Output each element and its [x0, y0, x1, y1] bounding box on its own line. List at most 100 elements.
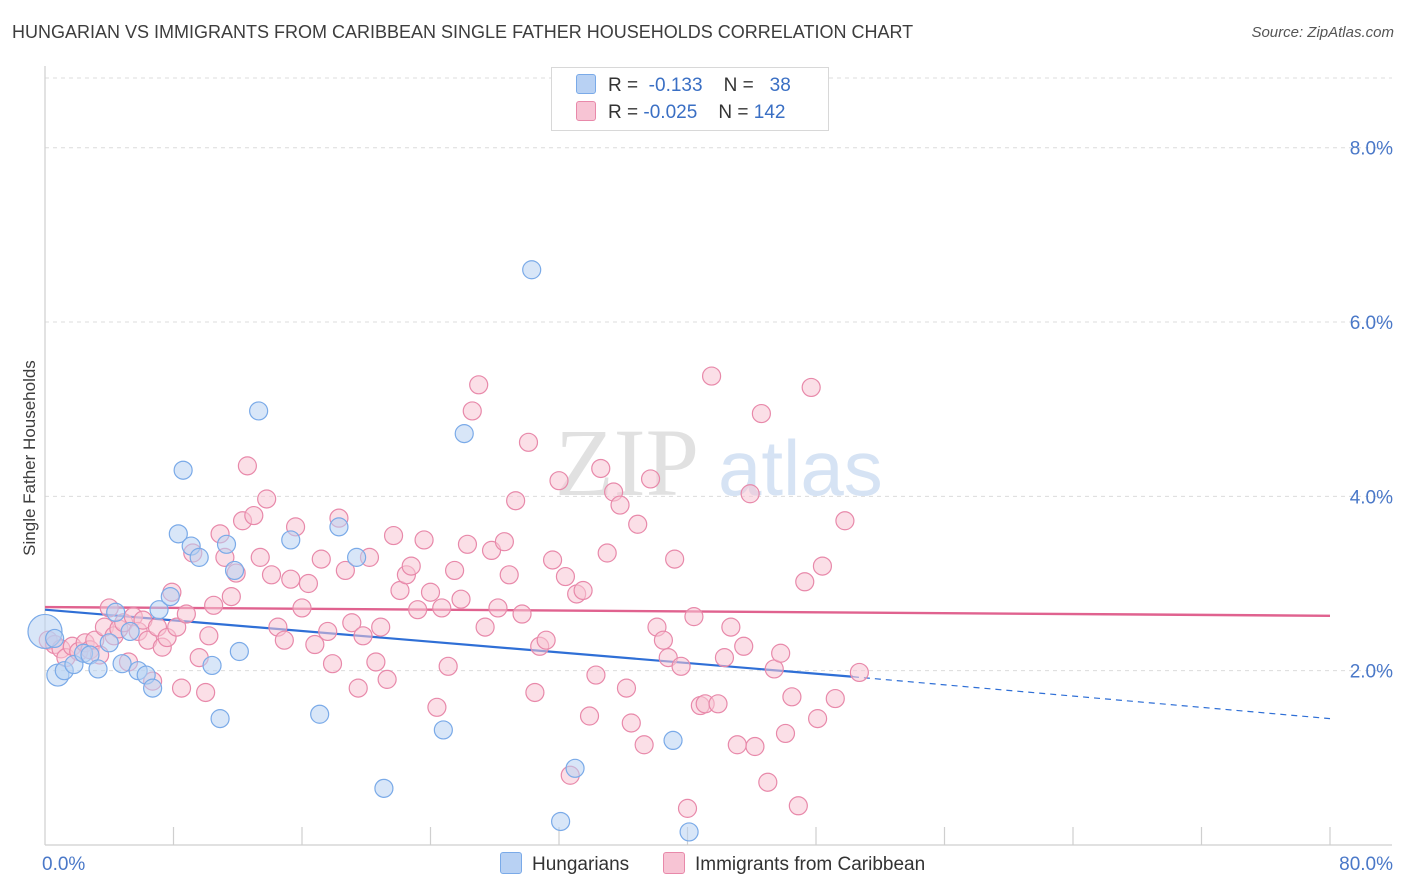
caribbean-point: [176, 604, 196, 624]
axes: [44, 66, 1392, 846]
caribbean-point: [825, 688, 845, 709]
caribbean-point: [414, 530, 434, 550]
hungarians-point: [329, 517, 349, 537]
caribbean-point: [555, 566, 576, 587]
caribbean-point: [621, 713, 641, 733]
caribbean-point: [383, 525, 404, 546]
caribbean-point: [305, 634, 325, 655]
y-tick-label: 2.0%: [1350, 662, 1393, 683]
caribbean-point: [775, 723, 796, 744]
legend-swatch-hungarians: [576, 74, 596, 94]
tick-labels: 2.0% 4.0% 6.0% 8.0% 0.0% 80.0%: [42, 139, 1393, 875]
caribbean-point: [808, 709, 828, 729]
caribbean-point: [281, 569, 301, 589]
caribbean-point: [573, 580, 593, 601]
hungarians-point: [99, 633, 119, 653]
caribbean-point: [366, 652, 386, 672]
hungarians-point: [216, 534, 237, 554]
hungarians-point: [112, 654, 132, 674]
source-credit: Source: ZipAtlas.com: [1251, 24, 1394, 41]
hungarians-point: [310, 704, 330, 724]
hungarians-point: [551, 811, 571, 832]
caribbean-point: [427, 697, 447, 717]
hungarians-point: [522, 260, 542, 280]
caribbean-point: [518, 432, 539, 452]
caribbean-point: [640, 469, 661, 489]
legend-r-value: -0.133: [648, 75, 703, 96]
caribbean-point: [795, 572, 815, 592]
legend-row-caribbean: R = -0.025 N = 142: [576, 101, 785, 127]
bottom-legend-hungarians: Hungarians: [500, 852, 629, 876]
caribbean-point: [348, 678, 368, 698]
y-tick-label: 6.0%: [1350, 313, 1393, 334]
hungarians-point: [189, 547, 209, 567]
caribbean-point: [586, 665, 606, 685]
caribbean-point: [451, 589, 471, 609]
hungarians-point: [454, 424, 474, 444]
caribbean-point: [634, 735, 654, 755]
legend-n-label: N =: [723, 75, 754, 96]
hungarians-point: [679, 822, 699, 842]
caribbean-point: [734, 636, 754, 656]
hungarians-point: [210, 709, 230, 729]
hungarians-point: [224, 560, 245, 581]
caribbean-point: [342, 613, 362, 633]
data-points: [27, 260, 869, 842]
caribbean-point: [499, 565, 519, 585]
hungarians-point: [565, 758, 585, 778]
caribbean-point: [671, 656, 691, 676]
caribbean-point: [745, 736, 765, 757]
hungarians-point: [374, 778, 394, 798]
caribbean-point: [597, 543, 617, 563]
hungarians-point: [160, 586, 180, 607]
caribbean-point: [512, 604, 532, 624]
caribbean-point: [353, 626, 373, 646]
caribbean-point: [665, 549, 685, 569]
x-tick-label: 80.0%: [1339, 854, 1393, 875]
y-tick-label: 4.0%: [1350, 487, 1393, 508]
hungarians-point: [663, 730, 683, 751]
caribbean-point: [432, 598, 452, 618]
caribbean-point: [244, 505, 264, 526]
legend-box: R = -0.133 N = 38 R = -0.025 N = 142: [551, 67, 829, 131]
caribbean-point: [782, 687, 802, 707]
caribbean-point: [708, 694, 728, 714]
legend-r-label: R =: [608, 102, 639, 123]
caribbean-point: [221, 586, 241, 607]
caribbean-point: [727, 735, 747, 755]
caribbean-point: [628, 514, 648, 534]
hungarians-point: [120, 621, 140, 642]
caribbean-point: [401, 556, 421, 576]
caribbean-point: [549, 471, 569, 491]
legend-swatch-caribbean: [576, 101, 596, 121]
caribbean-point: [740, 484, 760, 504]
caribbean-point: [318, 621, 338, 642]
hungarians-point: [168, 524, 188, 544]
hungarians-point: [143, 678, 163, 698]
watermark-zip: ZIP: [555, 409, 699, 516]
hungarians-point: [433, 720, 453, 740]
caribbean-point: [199, 626, 219, 646]
caribbean-point: [771, 643, 791, 663]
caribbean-point: [610, 495, 630, 515]
caribbean-point: [444, 560, 465, 581]
hungarians-point: [347, 547, 367, 567]
caribbean-point: [801, 377, 821, 398]
caribbean-point: [462, 401, 482, 421]
caribbean-point: [616, 678, 637, 698]
caribbean-point: [167, 617, 187, 637]
caribbean-point: [311, 549, 331, 569]
caribbean-point: [292, 598, 312, 618]
hungarians-point: [281, 530, 301, 550]
caribbean-point: [525, 682, 545, 703]
bottom-legend-label: Hungarians: [532, 854, 630, 875]
caribbean-point: [684, 607, 704, 627]
legend-r-label: R =: [608, 75, 639, 96]
bottom-legend-label: Immigrants from Caribbean: [695, 854, 926, 875]
hungarians-point: [149, 600, 169, 620]
bottom-swatch-caribbean: [663, 852, 685, 874]
caribbean-point: [250, 547, 270, 567]
caribbean-point: [677, 798, 698, 818]
caribbean-point: [653, 630, 674, 650]
